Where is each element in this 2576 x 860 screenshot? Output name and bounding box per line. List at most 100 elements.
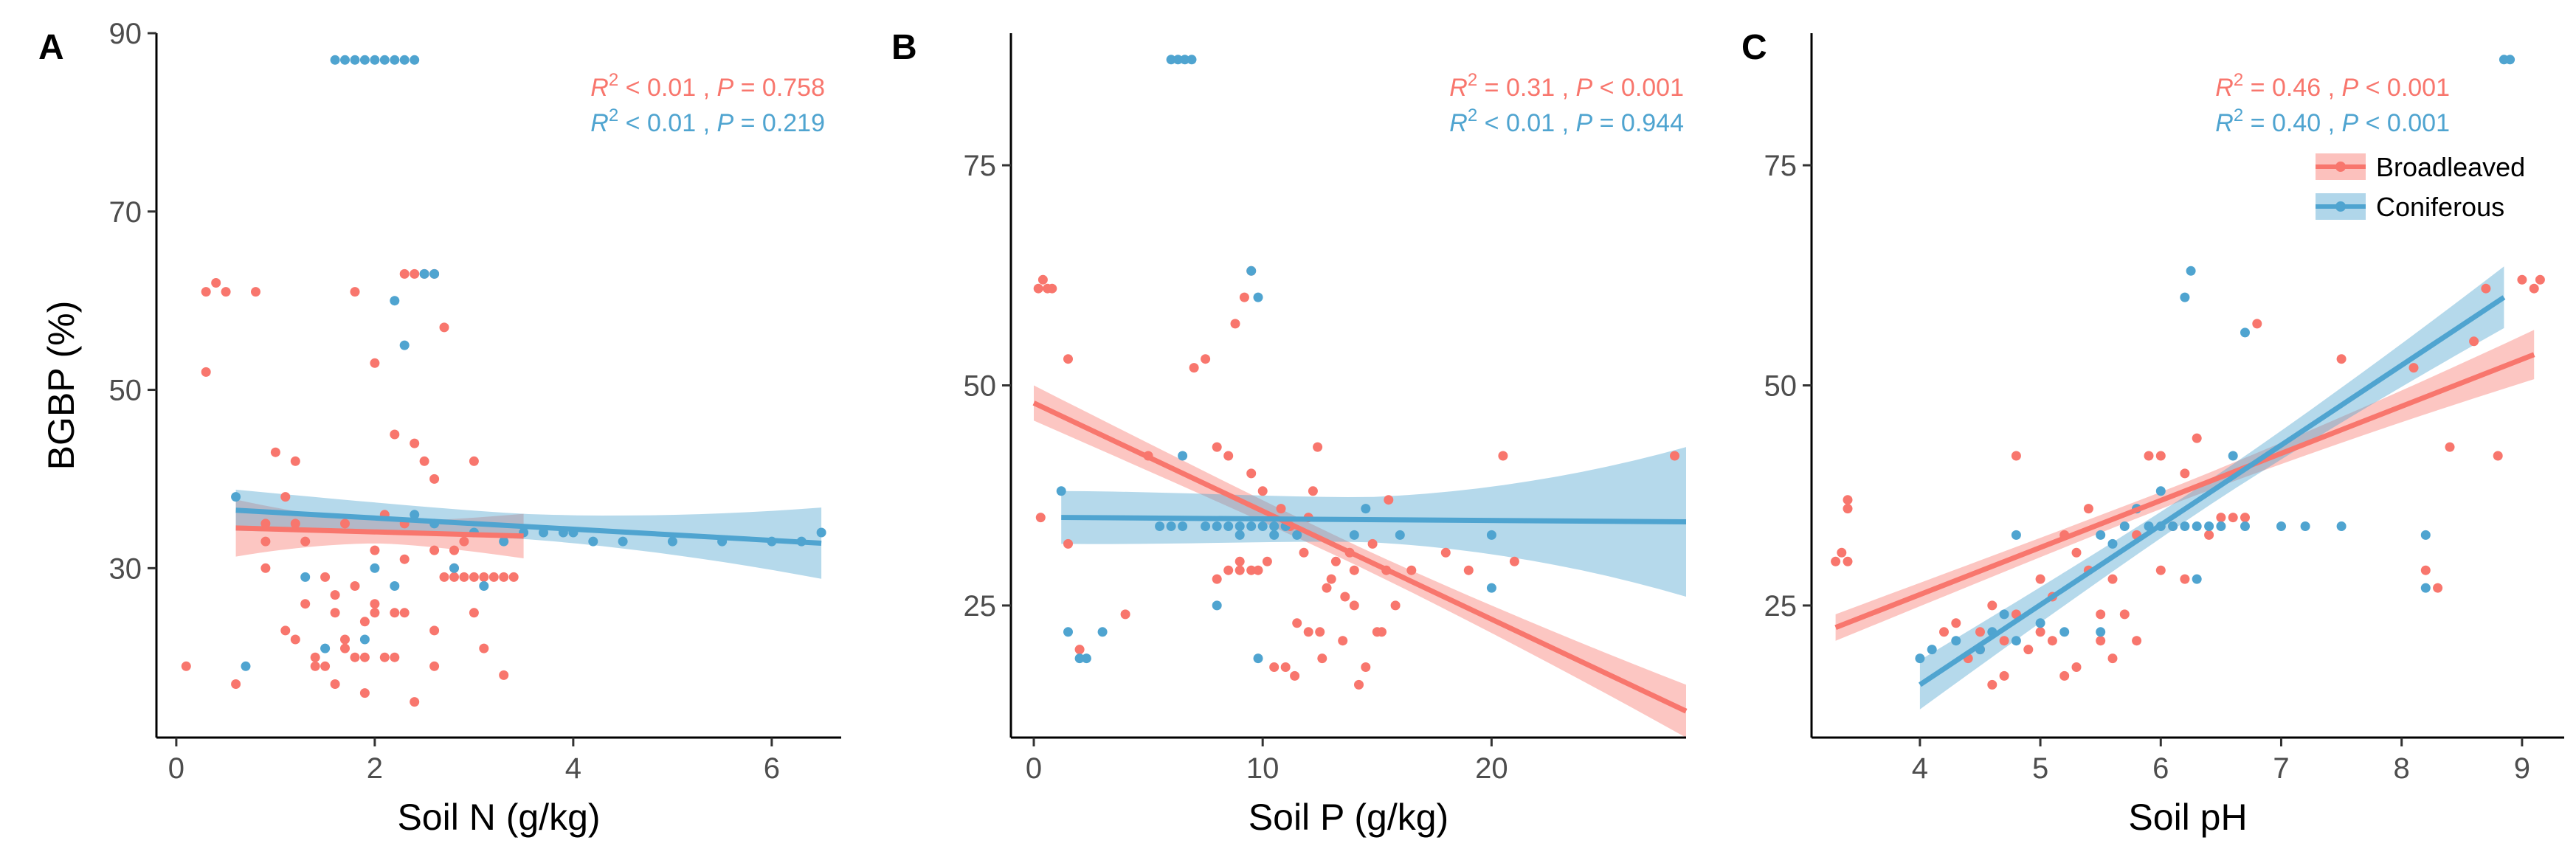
panel-b-broadleaved-point <box>1349 600 1359 611</box>
panel-a-broadleaved-point <box>231 679 241 689</box>
panel-a-broadleaved-point <box>350 652 360 662</box>
panel-a-broadleaved-point <box>390 608 400 618</box>
panel-b-coniferous-point <box>1395 530 1405 540</box>
panel-b-letter: B <box>891 28 917 67</box>
panel-a-coniferous-point <box>429 268 440 279</box>
panel-a-broadleaved-point <box>270 447 280 457</box>
panel-b-coniferous-point <box>1056 486 1066 496</box>
panel-a-broadleaved-point <box>300 536 311 547</box>
panel-b-broadleaved-point <box>1406 565 1417 575</box>
panel-a-broadleaved-point <box>429 625 440 636</box>
panel-a-broadleaved-point <box>320 661 331 671</box>
panel-a-coniferous-point <box>390 55 400 65</box>
panel-b-coniferous-point <box>1063 627 1073 637</box>
panel-c-x-axis-title: Soil pH <box>2128 797 2247 838</box>
panel-a-broadleaved-point <box>370 599 380 609</box>
panel-a-broadleaved-point <box>429 545 440 555</box>
panel-b-coniferous-point <box>1257 521 1268 531</box>
panel-a-broadleaved-point <box>359 617 370 627</box>
panel-c-x-tick-label: 8 <box>2394 752 2410 785</box>
panel-c-coniferous-point <box>2216 521 2226 531</box>
panel-a-broadleaved-point <box>290 634 300 645</box>
panel-b-broadleaved-point <box>1340 592 1350 602</box>
panel-a-coniferous-point <box>350 55 360 65</box>
panel-c-coniferous-point <box>1951 636 1961 646</box>
panel-b-broadleaved-point <box>1377 627 1387 637</box>
panel-c-coniferous-point <box>1915 653 1925 664</box>
panel-a-broadleaved-point <box>359 688 370 698</box>
panel-a-broadleaved-point <box>280 625 291 636</box>
panel-b-coniferous-point <box>1253 292 1263 302</box>
panel-b-ticks: 0 10 20 25 50 75 <box>964 150 1508 785</box>
panel-a-coniferous-point <box>340 55 350 65</box>
panel-b-broadleaved-point <box>1035 513 1046 523</box>
panel-a-coniferous-point <box>419 268 429 279</box>
panel-a-coniferous-point <box>300 572 311 582</box>
panel-c-broadleaved-fit-line <box>1834 352 2535 631</box>
panel-a-coniferous-point <box>370 55 380 65</box>
panel-c-coniferous-point <box>2240 327 2250 338</box>
panel-c-broadleaved-point <box>2144 451 2154 461</box>
panel-c-broadleaved-point <box>2096 636 2106 646</box>
panel-a-broadleaved-point <box>479 643 489 653</box>
panel-b-coniferous-point <box>1178 521 1188 531</box>
panel-a-y-tick-label: 90 <box>109 18 142 50</box>
panel-a-x-tick-label: 4 <box>565 752 581 785</box>
panel-b-broadleaved-point <box>1253 565 1263 575</box>
panel-a-broadleaved-point <box>429 474 440 484</box>
panel-c-broadleaved-point <box>2155 565 2166 575</box>
panel-a-coniferous-point <box>399 55 410 65</box>
panel-a-broadleaved-point <box>370 545 380 555</box>
panel-b-coniferous-point <box>1269 521 1280 531</box>
panel-b-plot-area <box>1032 55 1688 738</box>
panel-a-coniferous-point <box>241 661 251 671</box>
panel-c-broadleaved-point <box>2107 653 2118 664</box>
panel-b-y-tick-label: 25 <box>964 590 997 623</box>
panel-a-broadleaved-point <box>350 287 360 297</box>
panel-a-broadleaved-point <box>499 572 509 582</box>
panel-a-coniferous-point <box>370 563 380 573</box>
panel-b-broadleaved-point <box>1367 538 1378 549</box>
panel-b-coniferous-point <box>1246 521 1257 531</box>
panel-c-coniferous-point <box>2011 636 2021 646</box>
panel-a-broadleaved-point <box>459 572 469 582</box>
panel-c-broadleaved-point <box>1939 627 1949 637</box>
panel-b-coniferous-point <box>1212 600 1222 611</box>
panel-c-broadleaved-point <box>2336 354 2347 364</box>
panel-c-broadleaved-point <box>2445 442 2455 452</box>
panel-a-coniferous-point <box>390 296 400 306</box>
panel-a-broadleaved-point <box>211 278 221 288</box>
panel-b-broadleaved-point <box>1303 627 1313 637</box>
panel-c-broadleaved-point <box>1843 504 1853 514</box>
panel-c-broadleaved-point <box>1975 627 1985 637</box>
panel-c-broadleaved-point <box>2469 336 2479 347</box>
panel-b-coniferous-point <box>1292 530 1302 540</box>
panel-a-broadleaved-point <box>260 563 271 573</box>
panel-c-y-tick-label: 75 <box>1764 150 1798 182</box>
panel-a-broadleaved-point <box>390 429 400 440</box>
panel-c-coniferous-point <box>1999 609 2009 620</box>
panel-a-broadleaved-point <box>340 634 350 645</box>
panel-b-broadleaved-point <box>1246 468 1257 479</box>
panel-c-broadleaved-point <box>2433 583 2443 593</box>
panel-a-broadleaved-point <box>488 572 499 582</box>
panel-c-broadleaved-point <box>2071 662 2082 672</box>
panel-c-broadleaved-point <box>2119 609 2130 620</box>
panel-b-broadleaved-point <box>1276 504 1286 514</box>
panel-a-broadleaved-point <box>479 572 489 582</box>
panel-a-x-tick-label: 6 <box>764 752 780 785</box>
panel-c-broadleaved-point <box>1951 618 1961 628</box>
panel-c-broadleaved-point <box>2493 451 2503 461</box>
panel-c-broadleaved-point <box>2071 547 2082 558</box>
panel-b-broadleaved-point <box>1322 583 1332 593</box>
panel-c-coniferous-point <box>2300 521 2310 531</box>
panel-b-broadleaved-point <box>1257 486 1268 496</box>
panel-a-broadleaved-point <box>439 322 449 333</box>
panel-a-broadleaved-point <box>300 599 311 609</box>
panel-b-broadleaved-point <box>1212 442 1222 452</box>
panel-c-broadleaved-point <box>2529 283 2539 294</box>
panel-c-coniferous-point <box>2096 530 2106 540</box>
panel-b-coniferous-point <box>1074 653 1085 664</box>
panel-c-broadleaved-point <box>2204 530 2214 540</box>
